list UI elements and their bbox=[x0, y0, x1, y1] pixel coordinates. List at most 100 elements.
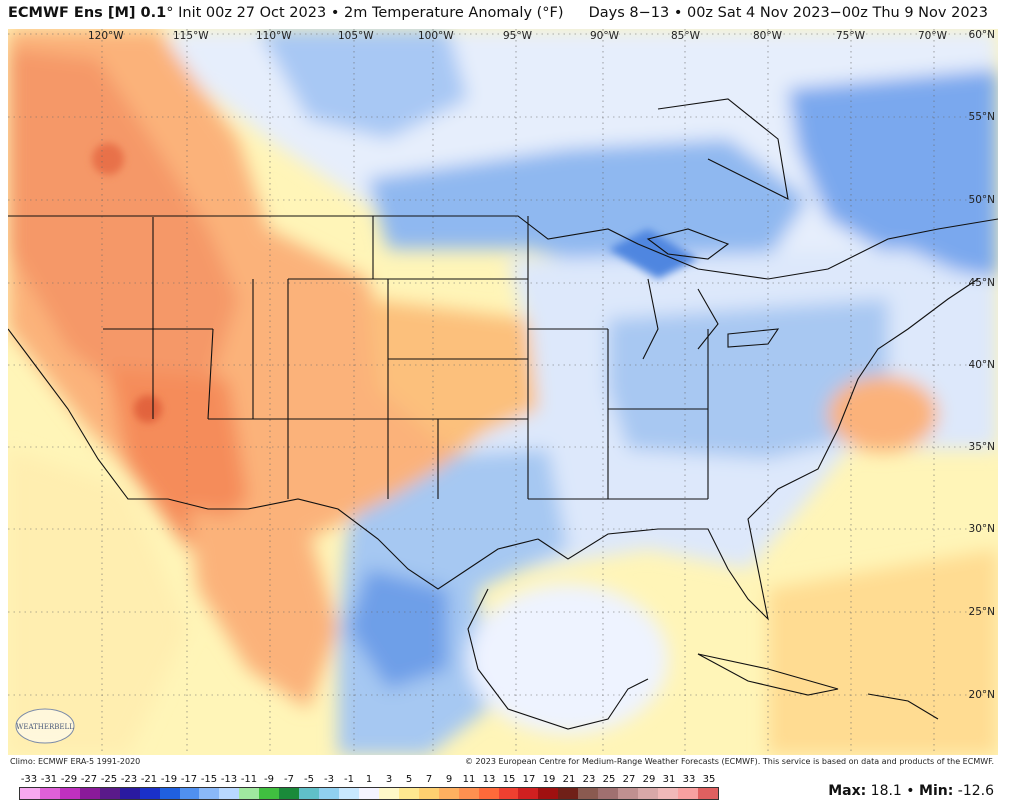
lon-label: 95°W bbox=[503, 30, 532, 42]
lon-label: 105°W bbox=[338, 30, 374, 42]
colorbar-tick-label: -29 bbox=[60, 774, 78, 785]
lat-label: 45°N bbox=[968, 277, 995, 289]
colorbar-swatch bbox=[139, 788, 160, 799]
colorbar-swatch bbox=[219, 788, 240, 799]
state-borders bbox=[103, 216, 709, 500]
colorbar-tick-label: 17 bbox=[522, 774, 536, 785]
max-label: Max: bbox=[828, 783, 867, 799]
colorbar-tick-label: 21 bbox=[562, 774, 576, 785]
lat-label: 35°N bbox=[968, 441, 995, 453]
colorbar-tick-label: 5 bbox=[405, 774, 413, 785]
colorbar bbox=[19, 787, 719, 800]
colorbar-tick-label: -15 bbox=[200, 774, 218, 785]
colorbar-tick-label: 27 bbox=[622, 774, 636, 785]
colorbar-swatch bbox=[438, 788, 459, 799]
northwest-canada-cool bbox=[258, 29, 468, 139]
lat-label: 40°N bbox=[968, 359, 995, 371]
colorbar-tick-label: -17 bbox=[180, 774, 198, 785]
lon-label: 80°W bbox=[753, 30, 782, 42]
colorbar-swatch bbox=[458, 788, 479, 799]
lon-label: 85°W bbox=[671, 30, 700, 42]
colorbar-swatch bbox=[398, 788, 419, 799]
central-mexico-cool-core bbox=[348, 569, 448, 689]
colorbar-tick-label: 23 bbox=[582, 774, 596, 785]
colorbar-tick-label: -33 bbox=[20, 774, 38, 785]
colorbar-tick-label: 29 bbox=[642, 774, 656, 785]
sierra-warm-spot bbox=[134, 395, 162, 423]
lon-label: 75°W bbox=[836, 30, 865, 42]
central-canada-cool bbox=[368, 139, 808, 279]
valid-period: Days 8−13 • 00z Sat 4 Nov 2023−00z Thu 9… bbox=[588, 5, 988, 21]
colorbar-tick-label: 3 bbox=[385, 774, 393, 785]
colorbar-tick-label: 1 bbox=[365, 774, 373, 785]
map-title: ECMWF Ens [M] 0.1° Init 00z 27 Oct 2023 … bbox=[8, 5, 564, 21]
colorbar-swatch bbox=[99, 788, 120, 799]
colorbar-tick-label: -1 bbox=[344, 774, 354, 785]
colorbar-swatch bbox=[339, 788, 359, 799]
init-time: Init 00z 27 Oct 2023 bbox=[178, 5, 327, 21]
colorbar-swatch bbox=[578, 788, 599, 799]
colorbar-swatch bbox=[39, 788, 60, 799]
atlantic-warm-blob bbox=[828, 376, 938, 452]
max-min-readout: Max: 18.1 • Min: -12.6 bbox=[828, 783, 994, 799]
hudson-bay bbox=[657, 98, 789, 200]
colorbar-tick-label: -25 bbox=[100, 774, 118, 785]
baja-warm bbox=[188, 509, 338, 709]
pacific-northwest-warm-core bbox=[8, 49, 238, 409]
colorbar-swatch bbox=[558, 788, 579, 799]
colorbar-tick-label: 13 bbox=[482, 774, 496, 785]
colorbar-swatch bbox=[20, 788, 40, 799]
colorbar-swatch bbox=[598, 788, 619, 799]
colorbar-swatch bbox=[358, 788, 379, 799]
colorbar-swatch bbox=[239, 788, 260, 799]
colorbar-swatch bbox=[179, 788, 200, 799]
lat-label: 60°N bbox=[968, 29, 995, 41]
lat-label: 30°N bbox=[968, 523, 995, 535]
header-bar: ECMWF Ens [M] 0.1° Init 00z 27 Oct 2023 … bbox=[0, 0, 1020, 28]
colorbar-tick-label: -5 bbox=[304, 774, 314, 785]
colorbar-swatch bbox=[498, 788, 519, 799]
colorbar-tick-label: -7 bbox=[284, 774, 294, 785]
weatherbell-logo: WEATHERBELL bbox=[15, 708, 75, 744]
colorbar-tick-label: 31 bbox=[662, 774, 676, 785]
colorbar-tick-label: -13 bbox=[220, 774, 238, 785]
lon-label: 70°W bbox=[918, 30, 947, 42]
pacific-neutral bbox=[8, 449, 188, 755]
graticule bbox=[8, 29, 998, 755]
max-value: 18.1 bbox=[870, 783, 902, 799]
lake-superior-cool bbox=[608, 229, 698, 279]
colorbar-swatch bbox=[618, 788, 639, 799]
colorbar-swatch bbox=[79, 788, 100, 799]
rockies-warm-spot bbox=[92, 143, 124, 175]
colorbar-tick-label: 15 bbox=[502, 774, 516, 785]
colorbar-swatch bbox=[119, 788, 140, 799]
colorbar-tick-label: -21 bbox=[140, 774, 158, 785]
gulf-east-coastline bbox=[537, 278, 979, 621]
colorbar-tick-label: 25 bbox=[602, 774, 616, 785]
colorbar-tick-label: -23 bbox=[120, 774, 138, 785]
colorbar-swatch bbox=[159, 788, 180, 799]
gulf-mexico-coastline bbox=[467, 588, 649, 730]
caribbean-warm bbox=[768, 549, 998, 755]
colorbar-tick-label: -3 bbox=[324, 774, 334, 785]
lake-huron bbox=[697, 288, 719, 350]
colorbar-swatch bbox=[259, 788, 280, 799]
colorbar-swatch bbox=[279, 788, 300, 799]
colorbar-swatch bbox=[59, 788, 80, 799]
colorbar-tick-label: 33 bbox=[682, 774, 696, 785]
lat-label: 20°N bbox=[968, 689, 995, 701]
us-mexico-border bbox=[8, 328, 539, 590]
colorbar-tick-label: -11 bbox=[240, 774, 258, 785]
lon-label: 90°W bbox=[590, 30, 619, 42]
lon-label: 100°W bbox=[418, 30, 454, 42]
anomaly-map: 120°W 115°W 110°W 105°W 100°W 95°W 90°W … bbox=[8, 29, 998, 755]
boundaries bbox=[8, 98, 998, 730]
colorbar-swatch bbox=[199, 788, 220, 799]
colorbar-tick-label: -9 bbox=[264, 774, 274, 785]
plains-warm bbox=[368, 299, 538, 449]
colorbar-swatch bbox=[677, 788, 698, 799]
climo-note: Climo: ECMWF ERA-5 1991-2020 bbox=[10, 757, 141, 766]
colorbar-swatch bbox=[418, 788, 439, 799]
cuba bbox=[697, 653, 839, 696]
colorbar-tick-label: -27 bbox=[80, 774, 98, 785]
